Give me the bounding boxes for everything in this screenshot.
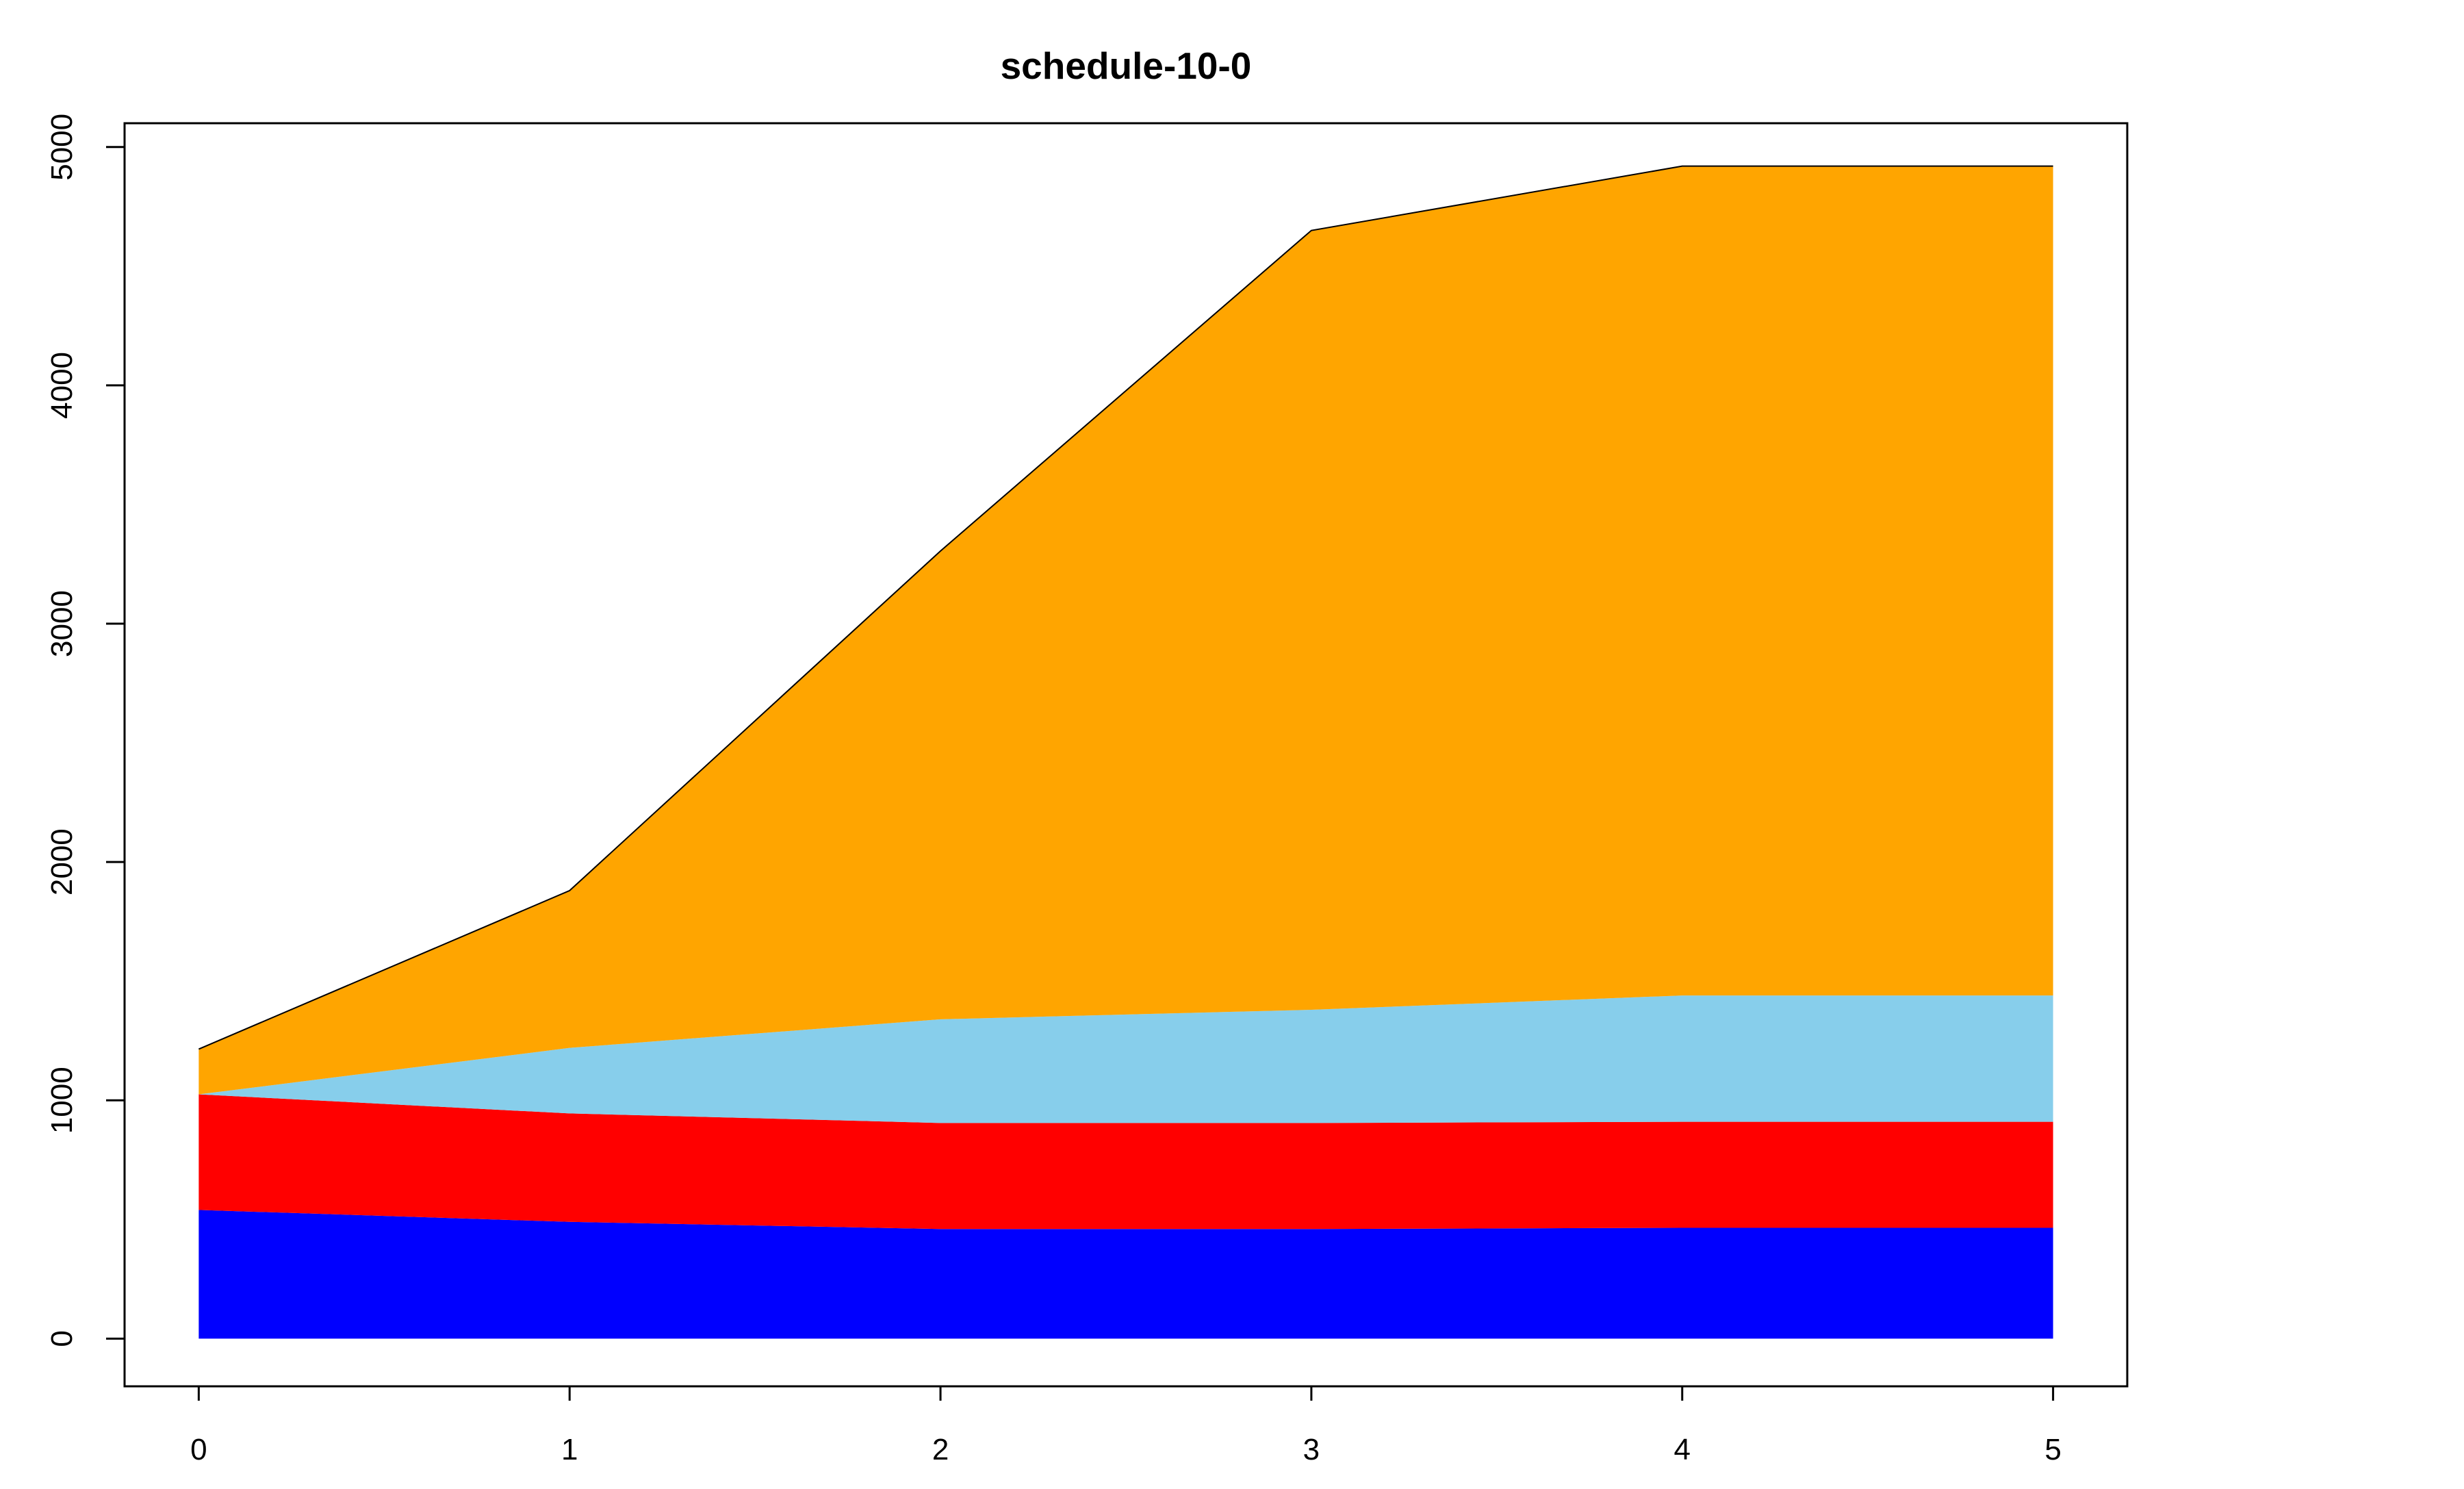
x-axis: 0 1 2 3 4 5 — [190, 1385, 2062, 1466]
x-tick-label: 5 — [2044, 1433, 2061, 1466]
y-tick-label: 5000 — [45, 114, 79, 181]
area-series-group — [198, 165, 2053, 1339]
x-tick-label: 2 — [932, 1433, 949, 1466]
y-tick-label: 0 — [45, 1330, 79, 1347]
y-tick-label: 4000 — [45, 352, 79, 419]
area-series-4 — [198, 166, 2053, 1095]
area-series-3 — [198, 995, 2053, 1123]
x-tick-label: 3 — [1303, 1433, 1320, 1466]
y-axis: 0 1000 2000 3000 4000 5000 — [45, 114, 126, 1347]
x-tick-label: 4 — [1674, 1433, 1691, 1466]
area-series-4-outline — [198, 165, 2053, 1050]
chart-title: schedule-10-0 — [1001, 44, 1252, 87]
y-tick-label: 3000 — [45, 590, 79, 657]
area-series-1 — [198, 1210, 2053, 1339]
y-tick-label: 1000 — [45, 1067, 79, 1134]
x-tick-label: 0 — [190, 1433, 207, 1466]
y-tick-label: 2000 — [45, 828, 79, 895]
area-series-2 — [198, 1094, 2053, 1230]
x-tick-label: 1 — [561, 1433, 578, 1466]
